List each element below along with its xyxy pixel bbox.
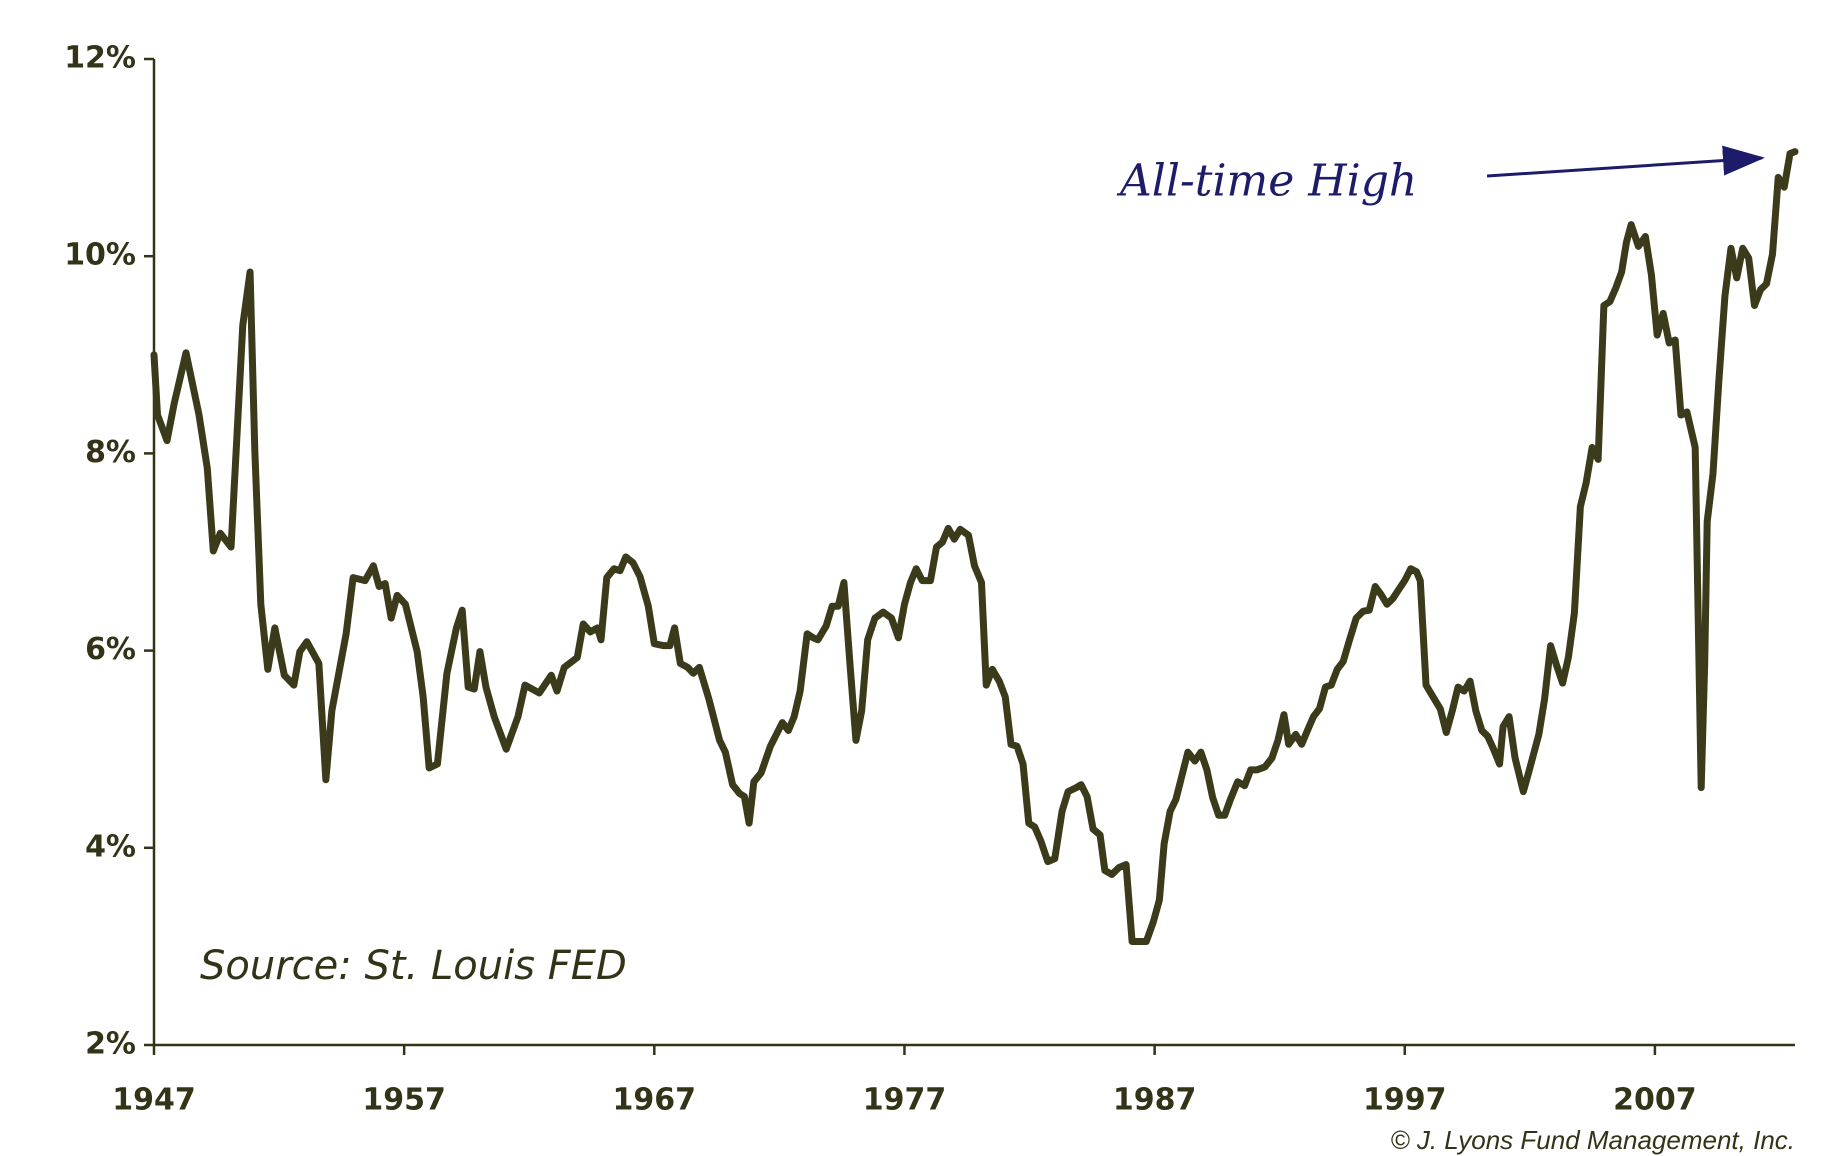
credit: © J. Lyons Fund Management, Inc. (1390, 1125, 1795, 1155)
y-tick-label: 12% (64, 41, 136, 76)
y-tick-label: 10% (64, 238, 136, 273)
x-tick-label: 1997 (1363, 1083, 1447, 1118)
x-tick-label: 2007 (1613, 1083, 1697, 1118)
annotation: All-time High (1116, 156, 1417, 207)
annotation-arrow (1486, 145, 1765, 178)
x-tick-label: 1947 (112, 1083, 196, 1118)
x-tick-label: 1957 (362, 1083, 446, 1118)
x-tick-label: 1987 (1113, 1083, 1197, 1118)
source-note: Source: St. Louis FED (200, 943, 627, 989)
data-line (150, 148, 1799, 945)
x-tick-label: 1967 (613, 1083, 697, 1118)
y-tick-label: 4% (85, 829, 136, 864)
x-tick-label: 1977 (863, 1083, 947, 1118)
y-tick-label: 6% (85, 632, 136, 667)
y-tick-label: 2% (85, 1027, 136, 1062)
y-tick-label: 8% (85, 435, 136, 470)
